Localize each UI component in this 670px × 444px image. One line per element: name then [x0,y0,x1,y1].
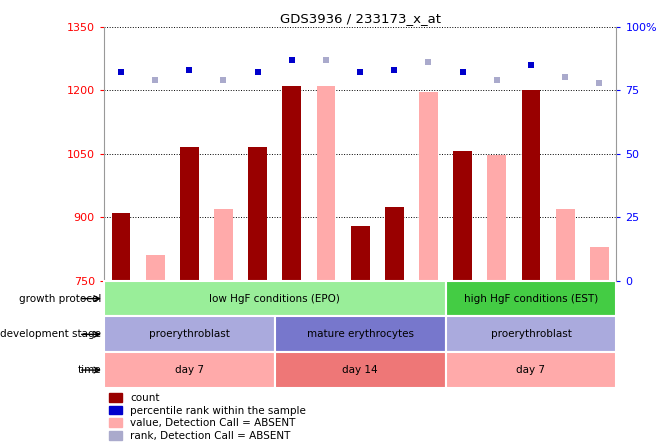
Bar [214,209,233,281]
Text: high HgF conditions (EST): high HgF conditions (EST) [464,293,598,304]
Bar [180,147,199,281]
Bar [419,92,438,281]
Bar [104,352,275,388]
Bar [350,226,370,281]
Text: growth protocol: growth protocol [19,293,101,304]
Bar [590,247,609,281]
Text: development stage: development stage [0,329,101,339]
Bar [521,90,541,281]
Bar [111,213,131,281]
Bar [275,352,446,388]
Text: day 7: day 7 [175,365,204,375]
Bar [446,352,616,388]
Bar [487,155,507,281]
Text: proerythroblast: proerythroblast [149,329,230,339]
Bar [282,86,302,281]
Bar [248,147,267,281]
Text: day 14: day 14 [342,365,378,375]
Text: day 7: day 7 [517,365,545,375]
Bar [275,317,446,352]
Text: mature erythrocytes: mature erythrocytes [307,329,413,339]
Title: GDS3936 / 233173_x_at: GDS3936 / 233173_x_at [279,12,441,25]
Bar [446,317,616,352]
Bar [145,255,165,281]
Bar [453,151,472,281]
Text: proerythroblast: proerythroblast [490,329,572,339]
Bar [446,281,616,317]
Text: low HgF conditions (EPO): low HgF conditions (EPO) [209,293,340,304]
Bar [104,281,446,317]
Bar [104,317,275,352]
Bar [316,86,336,281]
Legend: count, percentile rank within the sample, value, Detection Call = ABSENT, rank, : count, percentile rank within the sample… [109,393,306,441]
Bar [555,209,575,281]
Text: time: time [78,365,101,375]
Bar [385,206,404,281]
